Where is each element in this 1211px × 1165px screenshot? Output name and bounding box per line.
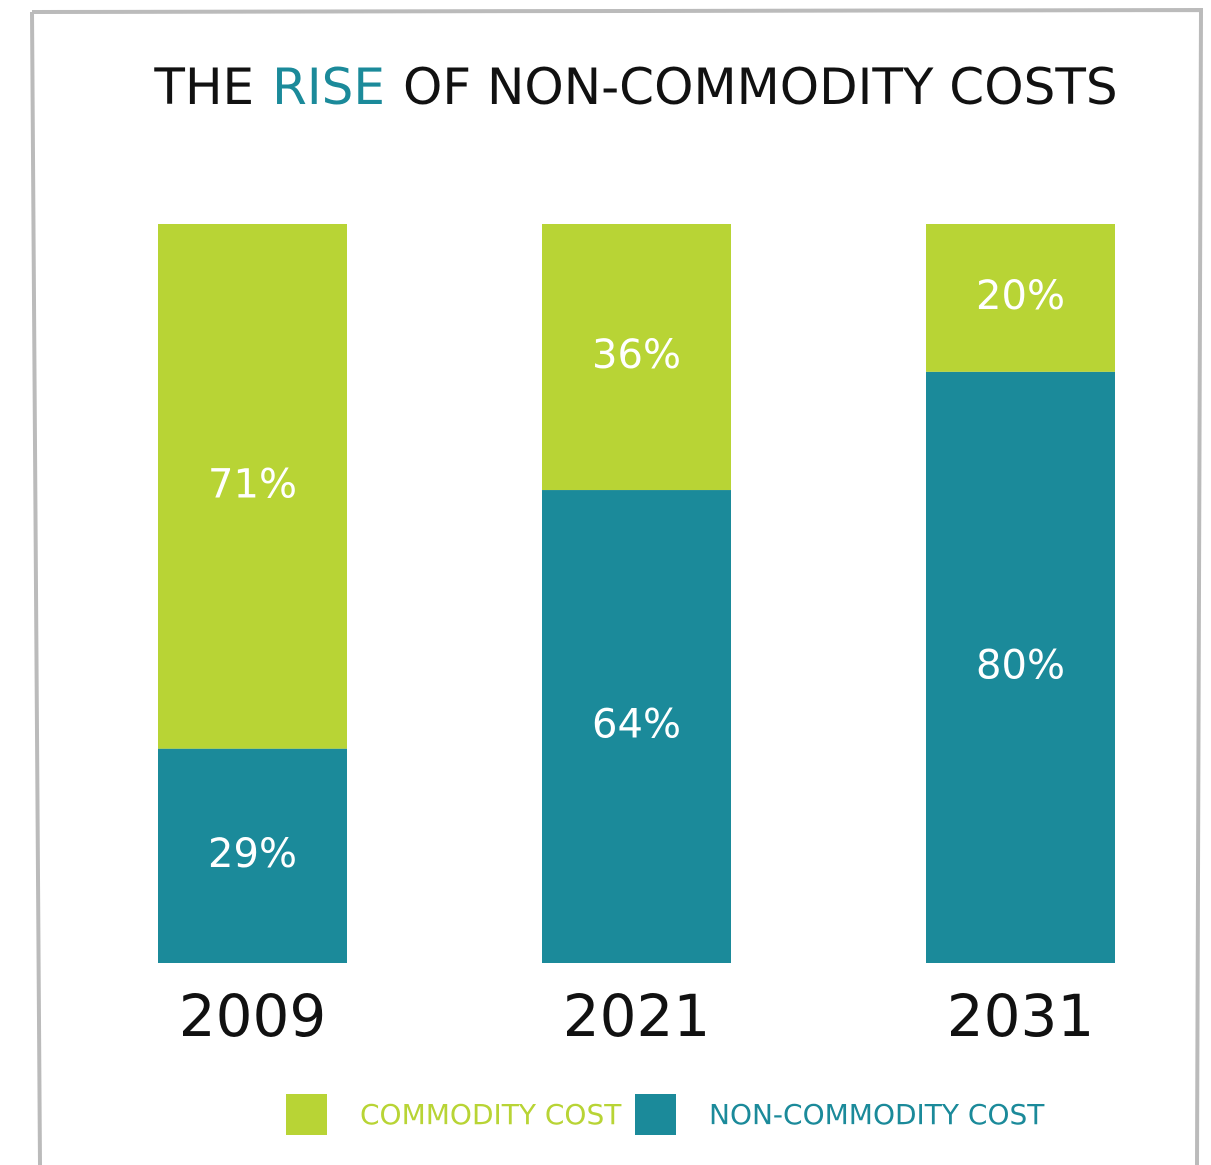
x-tick-label: 2021 xyxy=(563,982,711,1050)
x-tick-label: 2031 xyxy=(947,982,1095,1050)
bar-segment xyxy=(542,224,731,491)
legend-swatch xyxy=(635,1094,676,1135)
value-label: 71% xyxy=(208,461,297,507)
legend-label: COMMODITY COST xyxy=(360,1098,622,1131)
title-part: RISE xyxy=(272,58,385,116)
bar-segment xyxy=(542,490,731,963)
x-tick-label: 2009 xyxy=(179,982,327,1050)
value-label: 64% xyxy=(592,702,681,748)
bar-segment xyxy=(158,224,347,749)
bar-segment xyxy=(926,371,1115,963)
value-label: 20% xyxy=(976,273,1065,319)
title-part: THE xyxy=(153,58,254,116)
title-part: OF NON-COMMODITY COSTS xyxy=(403,58,1118,116)
value-label: 80% xyxy=(976,642,1065,688)
bar-segment xyxy=(926,224,1115,372)
chart-title: THE RISE OF NON-COMMODITY COSTS xyxy=(153,58,1117,116)
value-label: 29% xyxy=(208,831,297,877)
value-label: 36% xyxy=(592,332,681,378)
legend-swatch xyxy=(286,1094,327,1135)
legend-label: NON-COMMODITY COST xyxy=(709,1098,1045,1131)
bar-segment xyxy=(158,748,347,963)
frame xyxy=(30,7,1204,1165)
